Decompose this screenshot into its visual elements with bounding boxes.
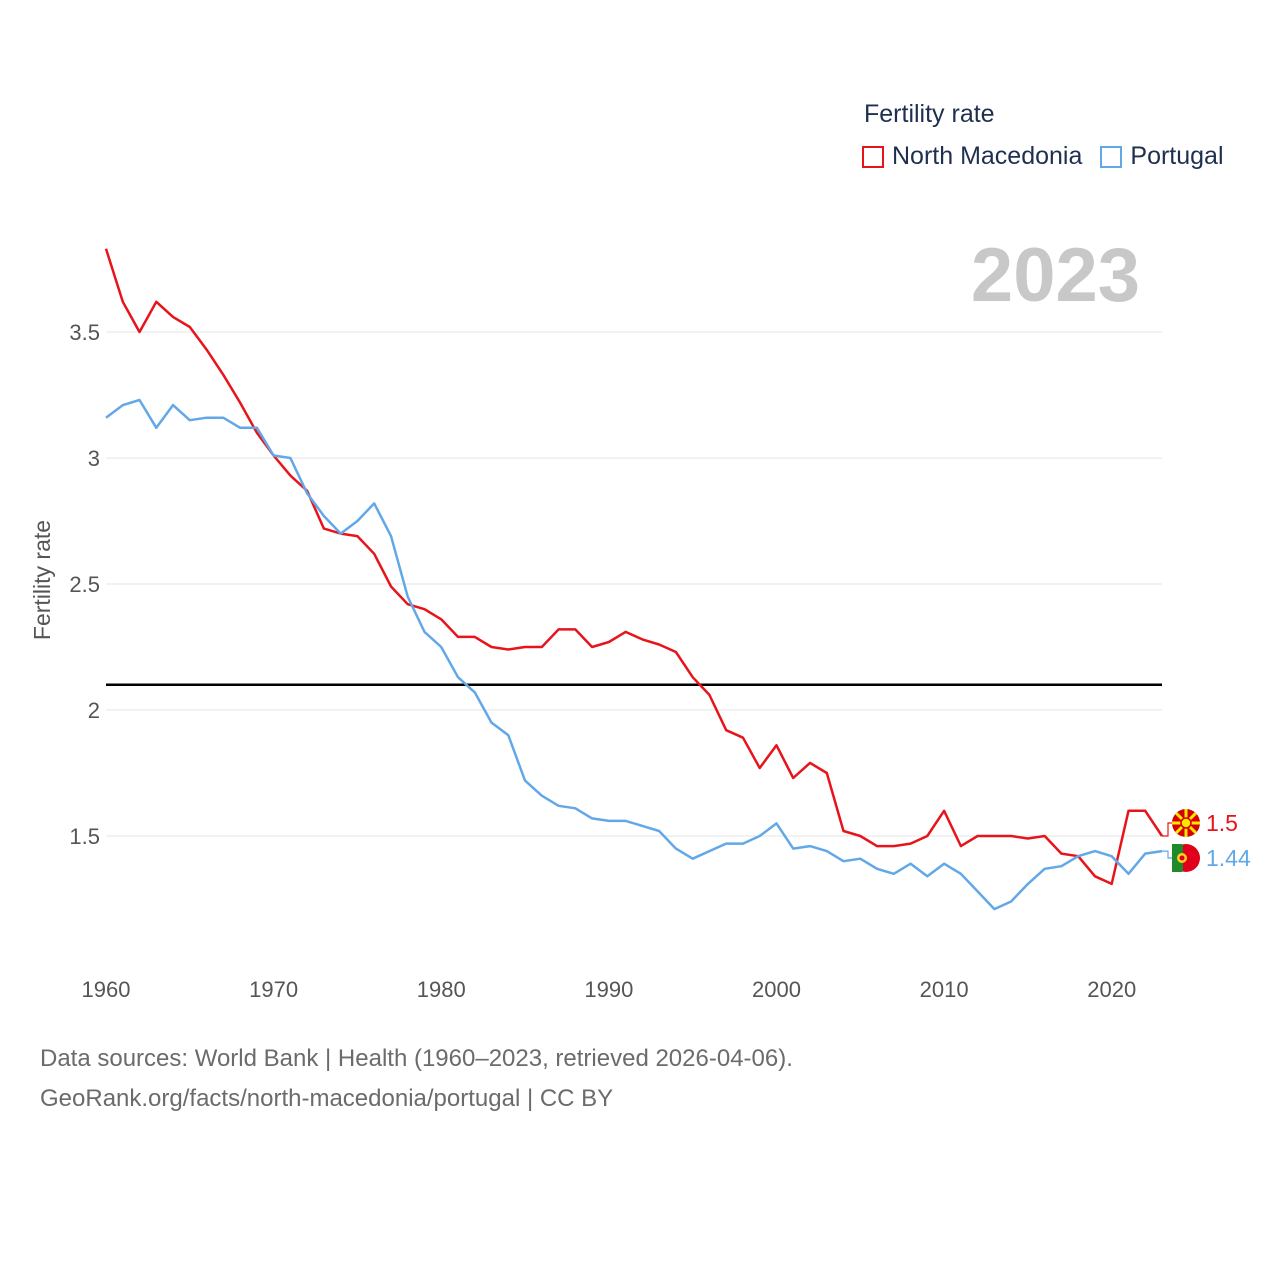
end-connector (1162, 850, 1172, 859)
y-axis-label: Fertility rate (29, 520, 55, 640)
source-line-2[interactable]: GeoRank.org/facts/north-macedonia/portug… (40, 1085, 614, 1112)
end-markers: 1.5 1.44 (1162, 809, 1251, 872)
north-macedonia-flag-icon (1172, 809, 1200, 837)
x-axis-ticks: 1960 1970 1980 1990 2000 2010 2020 (82, 977, 1137, 1002)
y-axis-ticks: 1.5 2 2.5 3 3.5 (69, 320, 100, 849)
legend-item-north-macedonia[interactable]: North Macedonia (862, 142, 1082, 171)
flag-shield (1179, 855, 1185, 861)
y-tick-label: 3 (88, 446, 100, 471)
legend-title: Fertility rate (864, 100, 995, 128)
x-tick-label: 1970 (249, 977, 298, 1002)
x-tick-label: 1980 (417, 977, 466, 1002)
series-line-north-macedonia (104, 248, 1164, 886)
legend-swatch-north-macedonia (862, 145, 884, 168)
end-value-label: 1.5 (1206, 810, 1238, 836)
legend-label-north-macedonia: North Macedonia (892, 142, 1083, 170)
end-value-label: 1.44 (1206, 845, 1251, 871)
x-tick-label: 1990 (584, 977, 633, 1002)
y-tick-label: 1.5 (69, 824, 100, 849)
flag-sun (1180, 817, 1192, 829)
x-tick-label: 2010 (920, 977, 969, 1002)
y-tick-label: 2.5 (69, 572, 100, 597)
series-line-portugal (105, 398, 1163, 911)
source-line-1: Data sources: World Bank | Health (1960–… (40, 1045, 793, 1072)
x-tick-label: 2000 (752, 977, 801, 1002)
legend: North Macedonia Portugal (862, 142, 1242, 171)
series-lines (104, 248, 1164, 911)
end-connector (1162, 822, 1172, 837)
gridlines (106, 331, 1162, 837)
legend-item-portugal[interactable]: Portugal (1100, 142, 1224, 171)
x-tick-label: 1960 (82, 977, 131, 1002)
portugal-flag-icon (1171, 844, 1200, 872)
legend-swatch-portugal (1100, 145, 1123, 168)
current-year-label: 2023 (970, 233, 1140, 318)
x-tick-label: 2020 (1087, 977, 1136, 1002)
legend-label-portugal: Portugal (1130, 142, 1224, 170)
y-tick-label: 3.5 (69, 320, 100, 345)
y-tick-label: 2 (88, 698, 100, 723)
